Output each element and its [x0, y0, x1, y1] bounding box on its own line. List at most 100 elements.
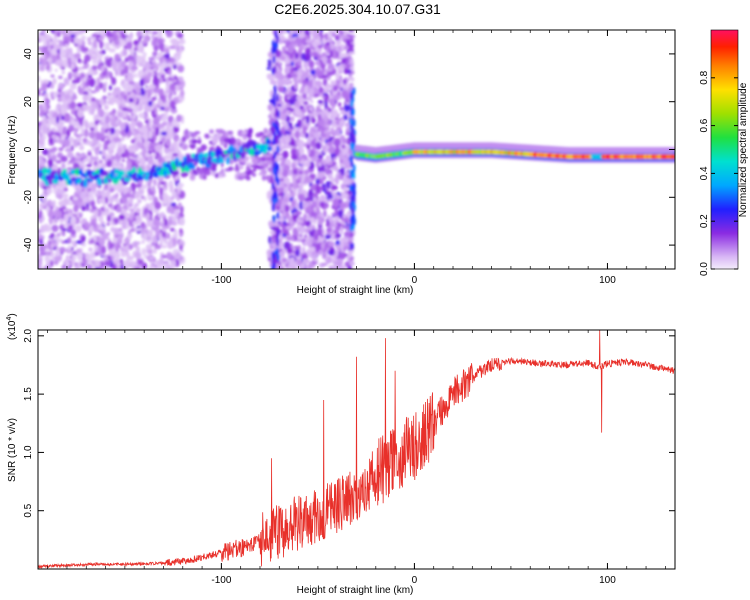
spectrogram-cell: [288, 97, 295, 104]
spectrogram-cell: [143, 232, 147, 241]
spectrogram-cell: [316, 70, 324, 77]
spectrogram-cell: [330, 166, 336, 171]
spectrogram-cell: [133, 134, 141, 138]
spectrogram-cell: [42, 99, 46, 106]
spectrogram-cell: [296, 256, 302, 260]
spectrogram-cell: [127, 72, 134, 82]
spectrogram-cell: [62, 168, 68, 174]
spectrogram-cell: [269, 230, 275, 235]
spectrogram-cell: [119, 91, 126, 98]
spectrogram-cell: [295, 123, 299, 128]
spectrogram-cell: [332, 94, 341, 99]
spectrogram-cell: [323, 57, 327, 65]
spectrogram-cell: [124, 149, 130, 158]
spectrogram-cell: [172, 78, 178, 84]
spectrogram-cell: [217, 158, 225, 164]
spectrogram-cell: [90, 97, 96, 103]
spectrogram-cell: [329, 115, 334, 120]
spectrogram-cell: [62, 128, 66, 135]
spectrogram-cell: [300, 37, 307, 45]
spectrogram-cell: [94, 252, 99, 257]
spectrogram-cell: [324, 234, 332, 240]
spectrogram-cell: [269, 80, 278, 85]
spectrogram-cell: [129, 32, 134, 39]
spectrogram-cell: [342, 56, 346, 64]
spectrogram-cell: [176, 114, 182, 123]
spectrogram-cell: [131, 162, 137, 167]
spectrogram-cell: [128, 255, 134, 261]
spectrogram-cell: [302, 126, 307, 135]
spectrogram-cell: [71, 254, 76, 262]
spectrogram-cell: [239, 165, 244, 170]
spectrogram-cell: [251, 158, 259, 164]
spectrogram-cell: [152, 117, 160, 126]
spectrogram-cell: [105, 261, 110, 267]
spectrogram-cell: [221, 170, 226, 178]
spectrogram-cell: [106, 232, 111, 236]
spectrogram-cell: [305, 214, 311, 221]
spectrogram-cell: [162, 48, 170, 53]
spectrogram-cell: [308, 60, 315, 68]
spectrogram-cell: [279, 55, 286, 61]
spectrogram-cell: [310, 116, 316, 124]
spectrogram-cell: [229, 158, 234, 165]
spectrogram-cell: [43, 30, 47, 35]
spectrogram-cell: [58, 84, 63, 90]
spectrogram-cell: [89, 127, 95, 131]
spectrogram-cell: [141, 100, 148, 106]
spectrogram-cell: [324, 158, 332, 163]
spectrogram-cell: [328, 30, 334, 35]
spectrogram-cell: [205, 133, 210, 139]
spectrogram-cell: [124, 251, 130, 256]
spectrogram-cell: [90, 90, 97, 94]
spectrogram-cell: [345, 101, 350, 105]
spectrogram-cell: [63, 139, 71, 147]
spectrogram-cell: [136, 30, 142, 37]
spectrogram-cell: [328, 265, 335, 269]
spectrogram-cell: [304, 132, 309, 139]
spectrogram-cell: [117, 189, 125, 193]
spectrogram-cell: [306, 144, 311, 150]
spectrogram-cell: [153, 132, 157, 142]
spectrogram-cell: [107, 147, 113, 152]
spectrogram-cell: [79, 145, 85, 151]
spectrogram-cell: [111, 60, 118, 69]
spectrogram-cell: [249, 147, 256, 157]
spectrogram-cell: [348, 262, 355, 266]
spectrogram-cell: [53, 35, 58, 45]
spectrogram-cell: [106, 214, 112, 223]
spectrogram-cell: [143, 103, 151, 113]
spectrogram-cell: [244, 155, 250, 162]
spectrogram-cell: [112, 33, 119, 40]
spectrogram-cell: [272, 262, 276, 269]
spectrogram-cell: [160, 131, 168, 136]
spectrogram-cell: [96, 146, 100, 152]
spectrogram-cell: [297, 193, 302, 201]
spectrogram-cell: [166, 132, 174, 140]
spectrogram-cell: [66, 151, 74, 159]
spectrogram-cell: [332, 198, 340, 208]
spectrogram-cell: [85, 195, 90, 202]
spectrogram-cell: [121, 158, 125, 163]
spectrogram-cell: [50, 243, 54, 249]
spectrogram-cell: [170, 109, 178, 114]
spectrogram-cell: [47, 158, 54, 167]
spectrogram-cell: [338, 252, 346, 260]
spectrogram-cell: [176, 32, 184, 39]
spectrogram-cell: [69, 125, 74, 130]
spectrogram-cell: [294, 52, 299, 60]
spectrogram-cell: [64, 261, 71, 267]
spectrogram-cell: [309, 106, 314, 112]
spectrogram-cell: [317, 154, 323, 160]
spectrogram-cell: [113, 217, 120, 224]
spectrogram-cell: [301, 246, 306, 255]
spectrogram-cell: [50, 117, 57, 126]
spectrogram-cell: [143, 35, 149, 43]
spectrogram-cell: [212, 135, 220, 139]
spectrogram-cell: [49, 201, 54, 207]
spectrogram-blobs: [38, 30, 675, 269]
spectrogram-cell: [87, 95, 92, 105]
spectrogram-cell: [323, 203, 329, 207]
spectrogram-cell: [336, 133, 340, 137]
